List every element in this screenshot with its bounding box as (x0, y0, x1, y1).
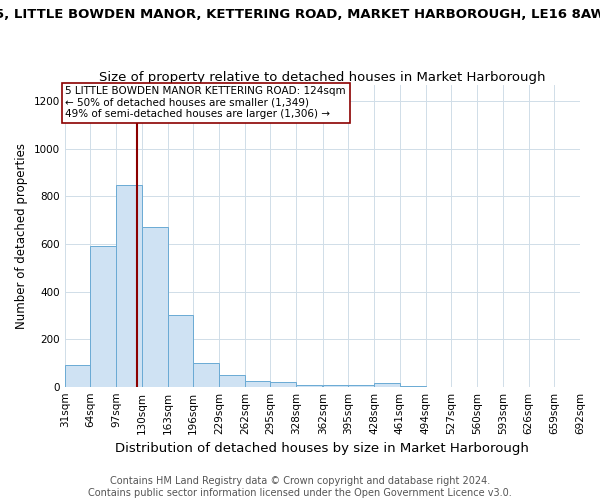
Bar (374, 383, 400, 386)
Bar (65, 366, 91, 386)
Text: Contains HM Land Registry data © Crown copyright and database right 2024.
Contai: Contains HM Land Registry data © Crown c… (88, 476, 512, 498)
Bar (91, 246, 116, 386)
Bar (142, 228, 167, 386)
Bar (193, 363, 219, 386)
Bar (271, 382, 296, 386)
Bar (116, 184, 142, 386)
Title: Size of property relative to detached houses in Market Harborough: Size of property relative to detached ho… (99, 70, 545, 84)
Bar (167, 316, 193, 386)
Y-axis label: Number of detached properties: Number of detached properties (15, 142, 28, 328)
Bar (245, 380, 271, 386)
X-axis label: Distribution of detached houses by size in Market Harborough: Distribution of detached houses by size … (115, 442, 529, 455)
Text: 5, LITTLE BOWDEN MANOR, KETTERING ROAD, MARKET HARBOROUGH, LE16 8AW: 5, LITTLE BOWDEN MANOR, KETTERING ROAD, … (0, 8, 600, 20)
Text: 5 LITTLE BOWDEN MANOR KETTERING ROAD: 124sqm
← 50% of detached houses are smalle: 5 LITTLE BOWDEN MANOR KETTERING ROAD: 12… (65, 86, 346, 120)
Bar (219, 375, 245, 386)
